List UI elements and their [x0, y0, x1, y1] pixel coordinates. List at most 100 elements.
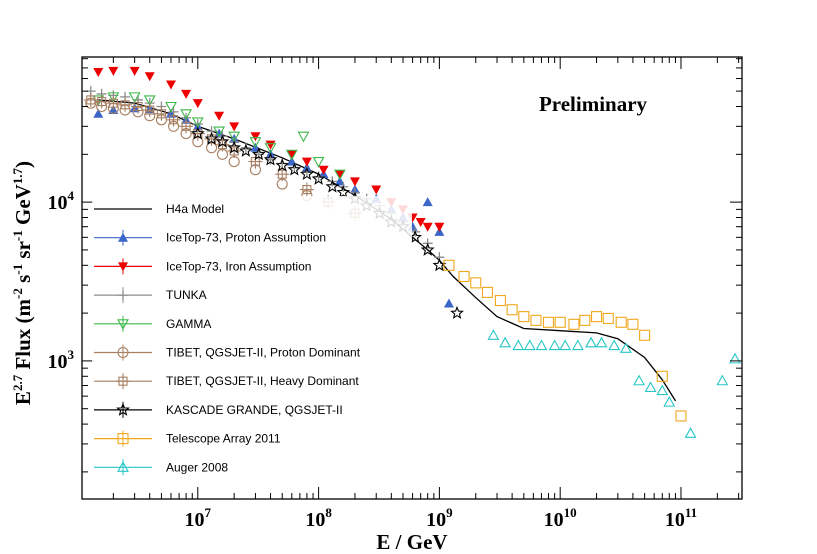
data-point [297, 131, 310, 143]
x-tick-label: 107 [185, 505, 212, 531]
data-point [190, 126, 205, 140]
data-point [716, 374, 729, 386]
data-point [602, 312, 614, 325]
data-point [619, 342, 632, 353]
series-2 [93, 66, 445, 232]
data-point [275, 158, 290, 172]
data-point [663, 395, 676, 407]
data-point [228, 156, 240, 168]
x-tick-label: 1011 [665, 505, 697, 531]
legend-marker [118, 262, 128, 272]
legend-marker [118, 290, 128, 301]
legend-marker [117, 433, 129, 445]
data-point [568, 318, 580, 330]
data-point [443, 259, 455, 271]
data-point [275, 167, 290, 182]
data-point [227, 140, 242, 154]
data-point [131, 99, 146, 114]
data-point [535, 339, 548, 351]
data-point [107, 92, 120, 103]
x-axis-label: E / GeV [376, 530, 447, 554]
data-point [128, 92, 141, 103]
data-point [579, 314, 591, 326]
legend-label: Telescope Array 2011 [166, 432, 281, 446]
data-point [181, 89, 192, 99]
data-point [228, 131, 241, 143]
legend-marker [117, 461, 129, 472]
data-point [142, 103, 157, 118]
data-point [263, 152, 278, 166]
data-point [318, 165, 329, 175]
data-point [229, 122, 240, 132]
series-4 [92, 92, 346, 181]
data-point [287, 162, 302, 176]
data-point [349, 177, 360, 187]
series-0 [98, 99, 677, 402]
legend-marker [117, 319, 129, 330]
x-tick-label: 1010 [544, 505, 577, 531]
data-point [154, 106, 169, 121]
data-point [312, 157, 325, 168]
data-point [559, 339, 572, 351]
data-point [264, 143, 277, 154]
data-point [494, 294, 506, 307]
data-point [227, 143, 242, 158]
data-point [639, 329, 651, 341]
y-tick-label: 103 [48, 347, 75, 373]
data-point [143, 95, 156, 107]
data-point [165, 80, 176, 90]
data-point [633, 374, 646, 386]
data-point [108, 66, 119, 76]
legend-label: H4a Model [166, 202, 224, 216]
data-point [585, 336, 597, 348]
legend-label: Auger 2008 [166, 460, 228, 474]
data-point [420, 242, 435, 256]
data-point [530, 314, 542, 326]
data-point [311, 171, 326, 185]
data-point [214, 128, 225, 138]
legend-label: TIBET, QGSJET-II, Heavy Dominant [166, 374, 359, 388]
preliminary-label: Preliminary [539, 92, 648, 116]
legend: H4a Model IceTop-73, Proton Assumption Ice… [92, 196, 412, 480]
legend-marker [116, 402, 130, 416]
data-point [684, 427, 697, 438]
data-point [415, 217, 426, 227]
data-point [523, 339, 536, 351]
plot-frame [81, 56, 743, 500]
data-point [106, 96, 121, 111]
data-point [286, 150, 297, 160]
data-point [129, 66, 140, 76]
data-point [506, 304, 518, 316]
data-point [336, 185, 351, 199]
data-point [518, 311, 530, 323]
data-point [512, 339, 525, 351]
legend-entry: TIBET, QGSJET-II, Proton Dominant [94, 344, 361, 361]
data-point [499, 336, 512, 348]
data-point [729, 352, 741, 364]
data-point [548, 339, 561, 351]
legend-entry: Telescope Array 2011 [94, 430, 281, 447]
legend-label: GAMMA [166, 317, 211, 331]
data-point [251, 147, 266, 161]
data-point [422, 222, 433, 232]
data-point [481, 286, 494, 298]
data-point [191, 117, 204, 129]
data-point [595, 336, 608, 348]
legend-entry: GAMMA [94, 315, 211, 332]
data-point [250, 132, 261, 142]
data-point [192, 99, 203, 109]
data-point [644, 381, 657, 393]
legend-label: IceTop-73, Proton Assumption [166, 231, 326, 245]
data-point [299, 166, 314, 181]
legend-entry: IceTop-73, Iron Assumption [94, 258, 311, 275]
series-9 [487, 329, 741, 438]
legend-entry: TUNKA [94, 287, 207, 304]
data-point [83, 92, 98, 107]
data-point [554, 316, 566, 328]
data-point [334, 176, 345, 186]
data-point [285, 149, 298, 161]
legend-entry: KASCADE GRANDE, QGSJET-II [94, 401, 343, 418]
series-8 [443, 259, 687, 422]
legend-marker [117, 346, 129, 359]
